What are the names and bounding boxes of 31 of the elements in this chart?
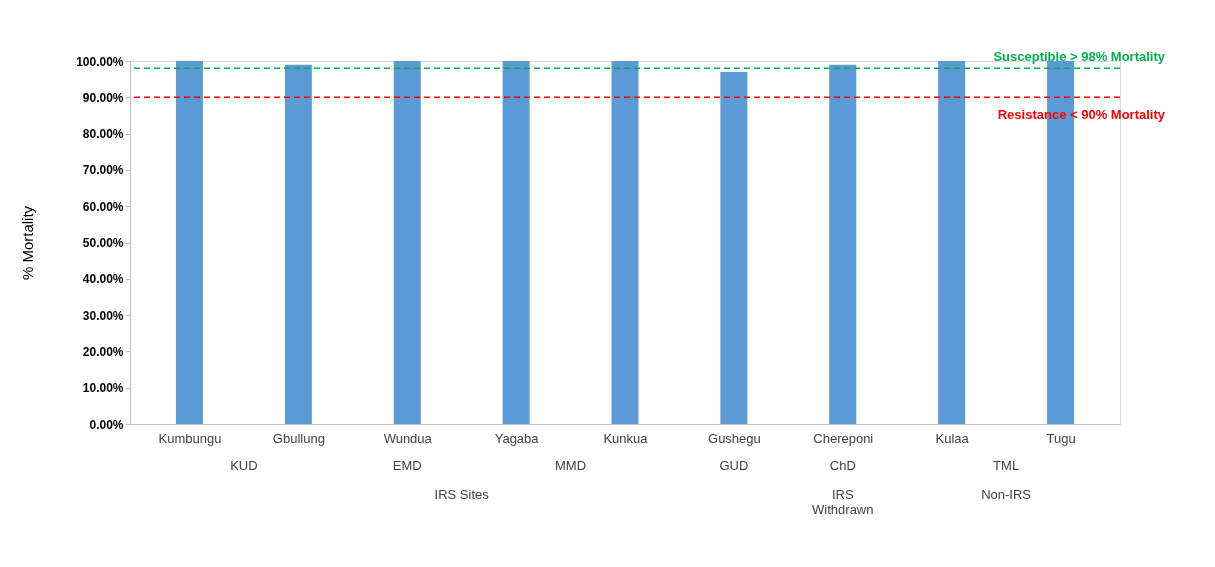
y-tick-label: 20.00% <box>82 344 124 359</box>
y-tick-label: 60.00% <box>82 199 124 214</box>
text: ChD <box>829 458 856 473</box>
text: IRS Sites <box>434 487 490 502</box>
x-tick-label: Gbullung <box>272 430 325 446</box>
y-tick-label: 70.00% <box>82 163 124 178</box>
y-tick-label: 80.00% <box>82 127 124 142</box>
x-tick-label: Kumbungu <box>158 430 222 446</box>
y-tick-label: 40.00% <box>82 272 124 287</box>
y-tick-label: 10.00% <box>82 381 124 396</box>
y-axis-title: % Mortality <box>19 205 37 281</box>
text: Non-IRS <box>981 487 1032 502</box>
x-tick-label: Yagaba <box>494 430 540 446</box>
text: IRS Withdrawn <box>812 487 874 517</box>
x-tick-label: Tugu <box>1046 430 1076 446</box>
y-tick-label: 30.00% <box>82 308 124 323</box>
x-tick-label: Gushegu <box>708 430 761 446</box>
x-tick-label: Kulaa <box>935 430 970 446</box>
y-tick-label: 0.00% <box>89 417 124 432</box>
x-tick-label: Wundua <box>383 430 433 446</box>
text: TML <box>993 458 1020 473</box>
text: KUD <box>230 458 258 473</box>
x-tick-label: Kunkua <box>603 430 649 446</box>
ref-line-label: Susceptible > 98% Mortality <box>993 49 1166 65</box>
text: GUD <box>719 458 749 473</box>
y-tick-label: 90.00% <box>82 90 124 105</box>
y-tick-label: 50.00% <box>82 236 124 250</box>
text: EMD <box>392 458 422 473</box>
x-tick-label: Chereponi <box>813 430 874 446</box>
text: MMD <box>555 458 587 473</box>
y-tick-label: 100.00% <box>76 54 124 69</box>
